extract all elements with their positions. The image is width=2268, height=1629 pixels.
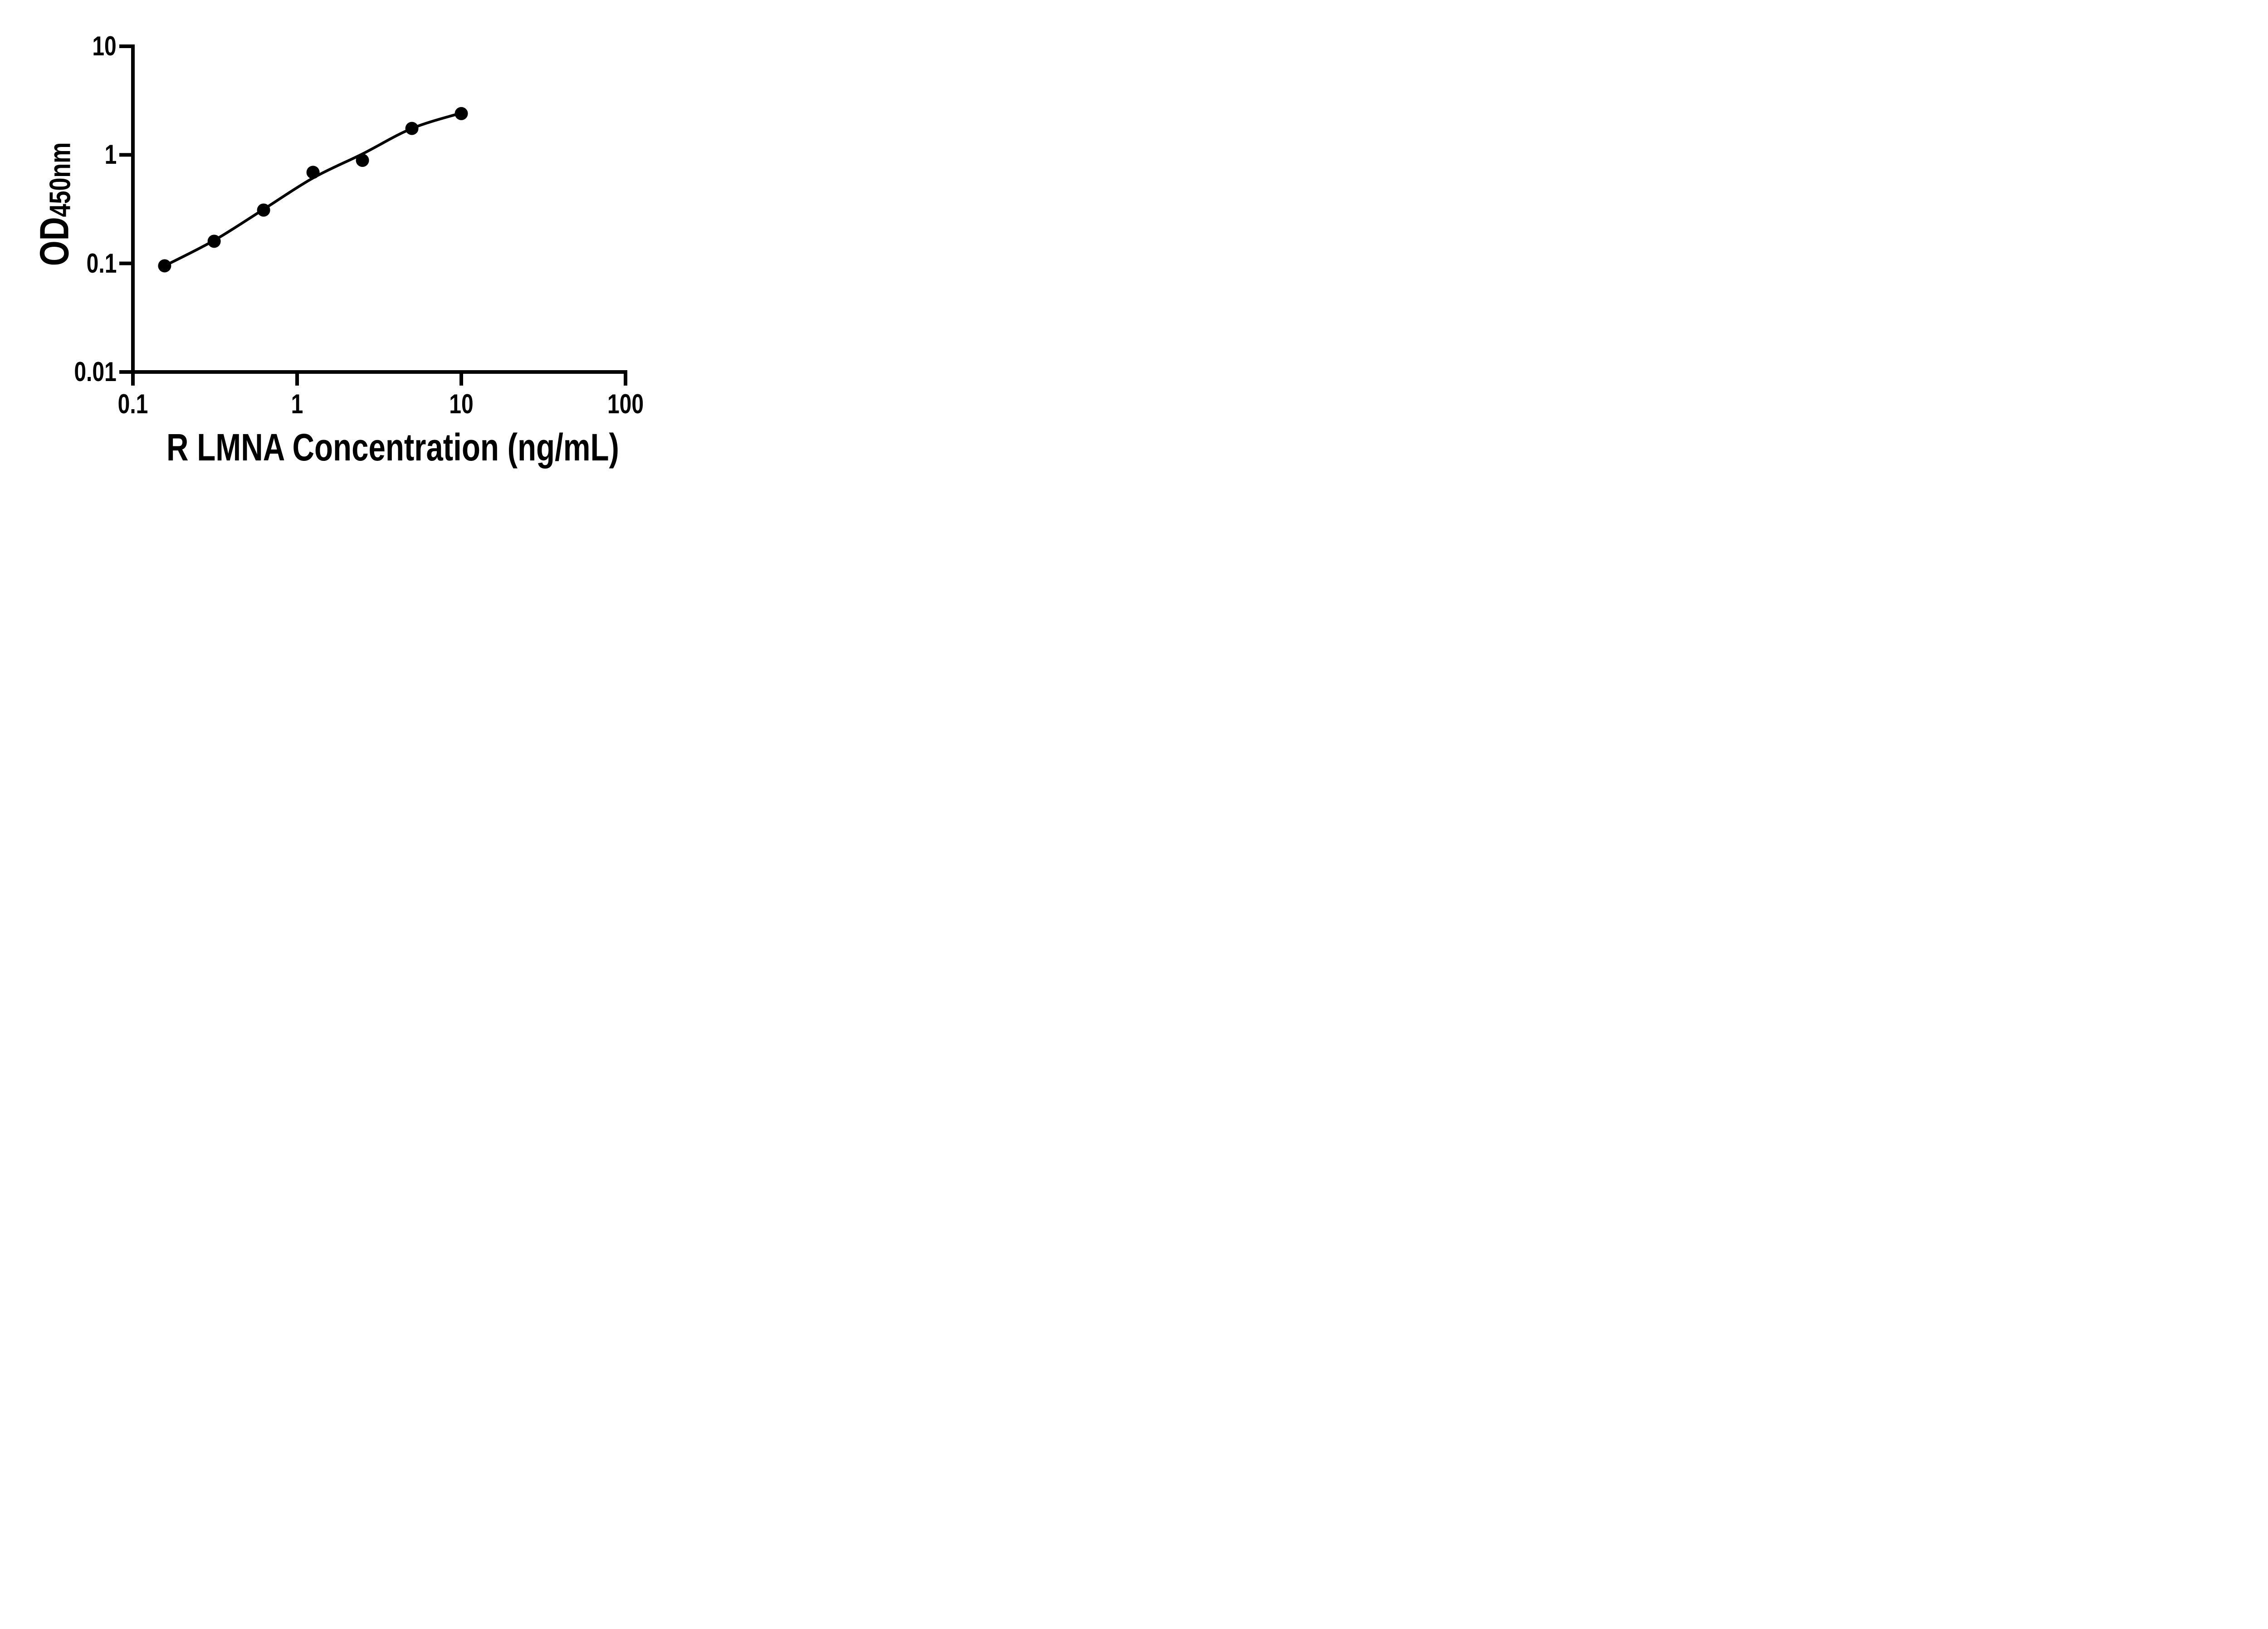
x-tick-label: 0.1 bbox=[117, 389, 148, 419]
y-tick-label: 0.1 bbox=[86, 248, 117, 279]
data-point bbox=[158, 259, 171, 273]
x-axis-title: R LMNA Concentration (ng/mL) bbox=[166, 426, 619, 469]
y-axis-title-main: OD bbox=[32, 217, 78, 266]
y-tick-label: 1 bbox=[104, 139, 117, 170]
data-point bbox=[455, 107, 468, 120]
y-axis-title: OD450nm bbox=[32, 142, 78, 266]
data-point bbox=[405, 122, 419, 135]
y-tick-label: 10 bbox=[92, 31, 117, 61]
data-point bbox=[306, 166, 320, 179]
data-point bbox=[207, 235, 221, 248]
x-tick-label: 10 bbox=[449, 389, 474, 419]
data-point bbox=[257, 203, 270, 217]
y-axis-title-subscript: 450nm bbox=[43, 142, 77, 217]
elisa-standard-curve-figure: OD450nm R LMNA Concentration (ng/mL) 0.0… bbox=[0, 0, 699, 488]
data-point bbox=[356, 153, 369, 167]
y-tick-label: 0.01 bbox=[74, 357, 117, 387]
x-tick-label: 100 bbox=[607, 389, 644, 419]
x-tick-label: 1 bbox=[291, 389, 303, 419]
plot-canvas bbox=[119, 44, 627, 386]
